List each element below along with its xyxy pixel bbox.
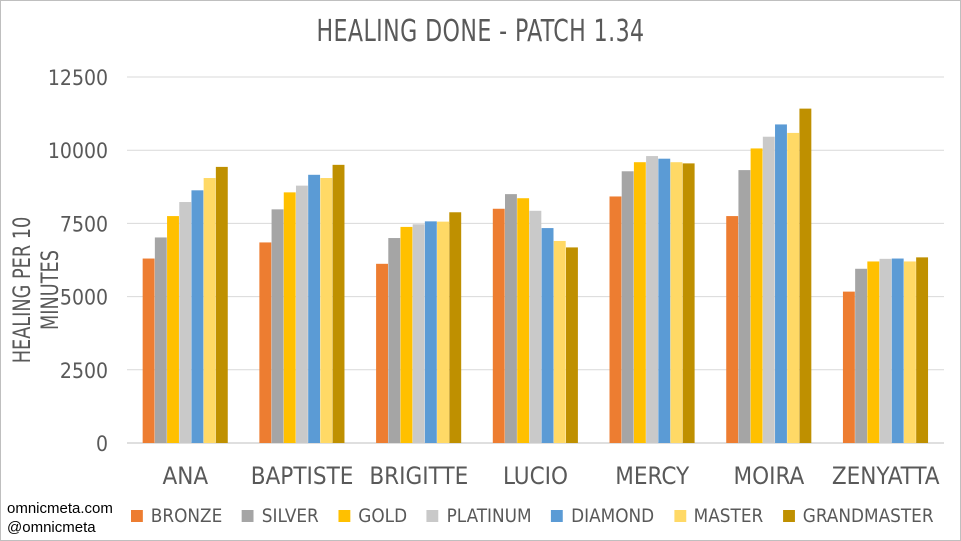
bar-moira-grandmaster (799, 108, 812, 444)
legend-swatch (551, 510, 564, 522)
bar-mercy-platinum (646, 156, 659, 443)
y-tick-label: 7500 (60, 212, 108, 236)
y-tick-labels: 0 2500 5000 7500 10000 12500 (48, 66, 108, 456)
bar-lucio-platinum (529, 210, 542, 443)
bar-baptiste-master (320, 178, 333, 443)
bar-moira-gold (750, 148, 763, 443)
bar-brigitte-grandmaster (449, 212, 462, 443)
bar-zenyatta-silver (855, 268, 868, 443)
legend-label: SILVER (261, 505, 319, 527)
legend-item-master: MASTER (673, 505, 764, 527)
legend-label: BRONZE (150, 505, 223, 527)
chart-title: HEALING DONE - PATCH 1.34 (316, 14, 645, 49)
bar-ana-diamond (191, 190, 204, 443)
x-tick-label: LUCIO (503, 462, 568, 490)
bar-zenyatta-bronze (842, 291, 855, 443)
bar-brigitte-bronze (376, 263, 388, 443)
bar-ana-bronze (142, 258, 155, 443)
legend-swatch (242, 510, 254, 522)
legend-swatch (131, 510, 143, 522)
bar-mercy-gold (633, 162, 646, 443)
x-tick-label: BAPTISTE (251, 462, 354, 490)
x-tick-label: MERCY (615, 462, 690, 490)
bar-ana-gold (167, 216, 179, 443)
x-tick-label: ANA (163, 462, 209, 490)
bar-lucio-bronze (492, 208, 505, 443)
bar-baptiste-grandmaster (332, 164, 345, 443)
bar-baptiste-platinum (295, 185, 308, 443)
credit-handle: @omnicmeta (7, 519, 96, 536)
bar-zenyatta-diamond (891, 258, 904, 443)
bar-mercy-silver (621, 171, 634, 443)
x-tick-label: ZENYATTA (832, 462, 940, 490)
bar-mercy-diamond (658, 158, 671, 443)
bar-lucio-diamond (541, 228, 554, 443)
x-tick-label: BRIGITTE (369, 462, 468, 490)
y-tick-label: 0 (96, 432, 108, 456)
legend-item-platinum: PLATINUM (426, 505, 532, 527)
bar-ana-platinum (179, 202, 192, 443)
bar-zenyatta-master (903, 261, 916, 443)
bar-brigitte-master (437, 221, 449, 443)
legend-item-diamond: DIAMOND (551, 505, 654, 527)
y-tick-label: 5000 (60, 286, 108, 310)
bar-moira-platinum (762, 136, 775, 444)
legend-item-grandmaster: GRANDMASTER (782, 505, 934, 527)
legend-swatch (673, 510, 686, 522)
bar-moira-bronze (726, 216, 739, 443)
y-tick-label: 2500 (60, 359, 108, 383)
bar-mercy-grandmaster (682, 163, 695, 443)
legend-item-bronze: BRONZE (131, 505, 222, 527)
bar-lucio-silver (505, 194, 517, 443)
bar-zenyatta-platinum (879, 258, 892, 443)
legend-item-silver: SILVER (242, 505, 319, 527)
legend-label: PLATINUM (446, 505, 532, 527)
bar-ana-grandmaster (215, 166, 228, 443)
legend-item-gold: GOLD (338, 505, 408, 527)
bar-baptiste-silver (271, 209, 284, 443)
bar-brigitte-gold (400, 226, 413, 443)
x-tick-labels: ANA BAPTISTE BRIGITTE LUCIO MERCY MOIRA ZENYAT… (163, 462, 940, 490)
bar-brigitte-silver (388, 238, 401, 443)
legend-label: GOLD (358, 505, 408, 527)
bar-lucio-gold (517, 198, 530, 443)
bar-moira-master (787, 132, 800, 444)
bar-baptiste-bronze (259, 242, 272, 443)
legend-label: DIAMOND (571, 505, 655, 527)
bar-moira-diamond (775, 124, 787, 444)
bar-zenyatta-grandmaster (916, 257, 929, 443)
bar-brigitte-diamond (424, 221, 437, 443)
bar-moira-silver (738, 170, 751, 444)
bar-mercy-master (670, 162, 683, 443)
bar-lucio-grandmaster (566, 247, 578, 443)
bar-ana-master (203, 178, 216, 443)
bar-baptiste-diamond (308, 174, 321, 444)
bar-ana-silver (154, 237, 167, 443)
legend-swatch (338, 510, 351, 522)
bar-mercy-bronze (609, 196, 622, 443)
bars (142, 108, 929, 444)
y-tick-label: 10000 (48, 139, 108, 163)
bar-brigitte-platinum (412, 224, 425, 443)
legend: BRONZE SILVER GOLD PLATINUM DIAMOND MASTER GRA… (131, 504, 953, 528)
x-tick-label: MOIRA (734, 462, 805, 490)
legend-label: GRANDMASTER (802, 505, 934, 527)
legend-swatch (426, 510, 439, 522)
y-tick-label: 12500 (48, 66, 108, 90)
bar-lucio-master (553, 240, 566, 443)
legend-swatch (782, 510, 795, 522)
bar-zenyatta-gold (867, 261, 880, 443)
credit-site: omnicmeta.com (7, 500, 113, 517)
bar-baptiste-gold (283, 192, 296, 443)
legend-label: MASTER (693, 505, 764, 527)
